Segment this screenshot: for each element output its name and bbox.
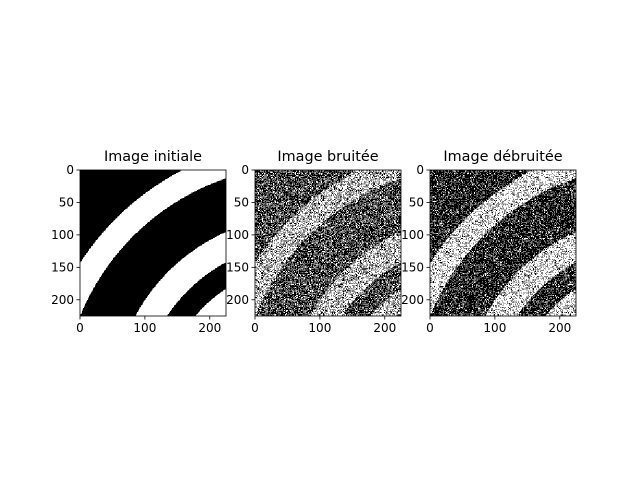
y-tick-label: 100 — [401, 228, 424, 242]
panel-title-2: Image bruitée — [277, 149, 378, 165]
y-tick-label: 0 — [241, 163, 249, 177]
y-tick-label: 50 — [59, 195, 74, 209]
axes-frame-3 — [429, 169, 577, 317]
panel-title-1: Image initiale — [104, 149, 202, 165]
panel-image-3 — [430, 170, 576, 316]
y-tick-label: 0 — [66, 163, 74, 177]
y-tick-label: 0 — [416, 163, 424, 177]
y-tick-label: 50 — [234, 195, 249, 209]
x-tick-label: 200 — [198, 321, 221, 335]
axes-frame-2 — [254, 169, 402, 317]
y-tick-label: 150 — [401, 260, 424, 274]
x-tick-label: 0 — [251, 321, 259, 335]
x-tick-label: 0 — [76, 321, 84, 335]
y-tick-label: 200 — [226, 293, 249, 307]
panel-image-1 — [80, 170, 226, 316]
axes-frame-1 — [79, 169, 227, 317]
x-tick-label: 200 — [373, 321, 396, 335]
x-tick-label: 100 — [308, 321, 331, 335]
y-tick-label: 150 — [51, 260, 74, 274]
y-tick-label: 150 — [226, 260, 249, 274]
x-tick-label: 100 — [483, 321, 506, 335]
y-tick-label: 200 — [51, 293, 74, 307]
x-tick-label: 100 — [133, 321, 156, 335]
y-tick-label: 200 — [401, 293, 424, 307]
y-tick-label: 50 — [409, 195, 424, 209]
y-tick-label: 100 — [226, 228, 249, 242]
y-tick-label: 100 — [51, 228, 74, 242]
x-tick-label: 200 — [548, 321, 571, 335]
x-tick-label: 0 — [426, 321, 434, 335]
panel-image-2 — [255, 170, 401, 316]
panel-title-3: Image débruitée — [443, 149, 562, 165]
